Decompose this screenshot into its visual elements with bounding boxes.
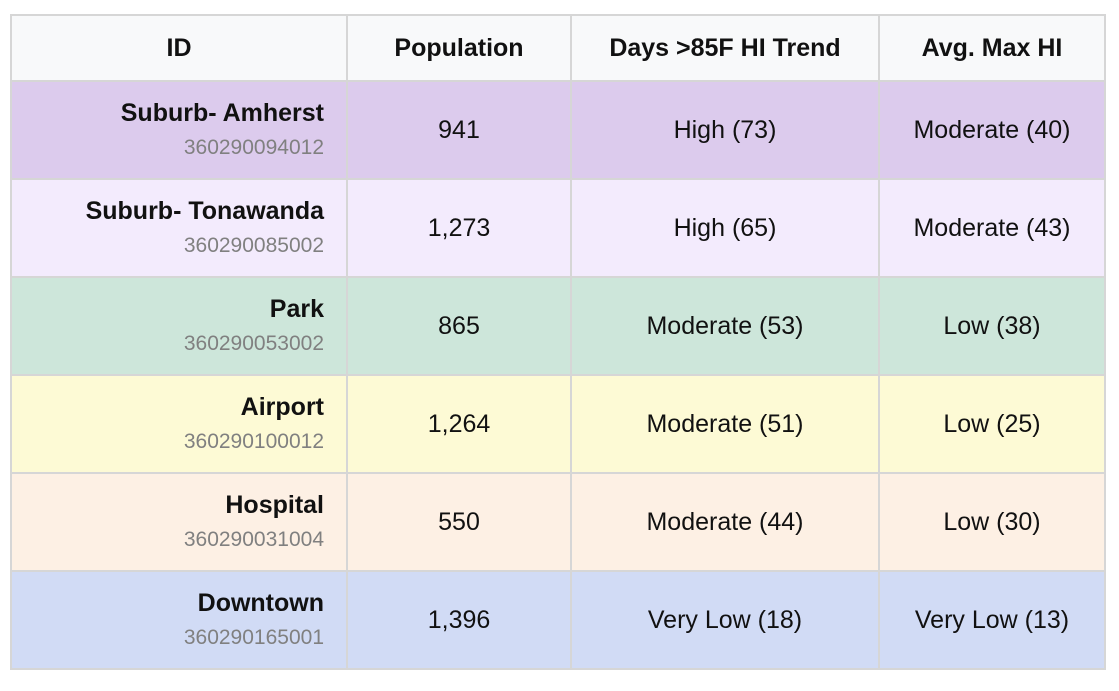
trend-cell: High (73): [570, 80, 880, 180]
area-name: Park: [269, 295, 324, 323]
heat-index-table: ID Population Days >85F HI Trend Avg. Ma…: [10, 14, 1106, 670]
area-name: Downtown: [197, 589, 324, 617]
area-code: 360290053002: [183, 332, 324, 355]
population-cell: 1,396: [346, 570, 572, 670]
table-row: Hospital 360290031004 550 Moderate (44) …: [10, 472, 1106, 572]
trend-cell: Moderate (44): [570, 472, 880, 572]
population-cell: 550: [346, 472, 572, 572]
population-cell: 941: [346, 80, 572, 180]
area-name: Suburb- Tonawanda: [85, 197, 324, 225]
table-row: Suburb- Tonawanda 360290085002 1,273 Hig…: [10, 178, 1106, 278]
area-code: 360290100012: [183, 430, 324, 453]
id-cell: Hospital 360290031004: [10, 472, 348, 572]
trend-cell: High (65): [570, 178, 880, 278]
header-row: ID Population Days >85F HI Trend Avg. Ma…: [10, 14, 1106, 82]
table-row: Downtown 360290165001 1,396 Very Low (18…: [10, 570, 1106, 670]
table-row: Airport 360290100012 1,264 Moderate (51)…: [10, 374, 1106, 474]
area-code: 360290031004: [183, 528, 324, 551]
area-code: 360290094012: [183, 136, 324, 159]
population-cell: 1,273: [346, 178, 572, 278]
area-name: Airport: [240, 393, 324, 421]
avg-max-cell: Moderate (43): [878, 178, 1106, 278]
id-cell: Downtown 360290165001: [10, 570, 348, 670]
table-container: ID Population Days >85F HI Trend Avg. Ma…: [10, 14, 1106, 670]
avg-max-cell: Low (38): [878, 276, 1106, 376]
area-code: 360290085002: [183, 234, 324, 257]
area-name: Hospital: [225, 491, 324, 519]
avg-max-cell: Low (25): [878, 374, 1106, 474]
id-cell: Suburb- Tonawanda 360290085002: [10, 178, 348, 278]
area-name: Suburb- Amherst: [120, 99, 324, 127]
population-cell: 865: [346, 276, 572, 376]
population-cell: 1,264: [346, 374, 572, 474]
header-avg-max-hi: Avg. Max HI: [878, 14, 1106, 82]
table-row: Suburb- Amherst 360290094012 941 High (7…: [10, 80, 1106, 180]
id-cell: Suburb- Amherst 360290094012: [10, 80, 348, 180]
trend-cell: Moderate (53): [570, 276, 880, 376]
avg-max-cell: Moderate (40): [878, 80, 1106, 180]
header-id: ID: [10, 14, 348, 82]
id-cell: Airport 360290100012: [10, 374, 348, 474]
area-code: 360290165001: [183, 626, 324, 649]
avg-max-cell: Very Low (13): [878, 570, 1106, 670]
table-row: Park 360290053002 865 Moderate (53) Low …: [10, 276, 1106, 376]
avg-max-cell: Low (30): [878, 472, 1106, 572]
header-population: Population: [346, 14, 572, 82]
id-cell: Park 360290053002: [10, 276, 348, 376]
trend-cell: Very Low (18): [570, 570, 880, 670]
trend-cell: Moderate (51): [570, 374, 880, 474]
header-days-trend: Days >85F HI Trend: [570, 14, 880, 82]
